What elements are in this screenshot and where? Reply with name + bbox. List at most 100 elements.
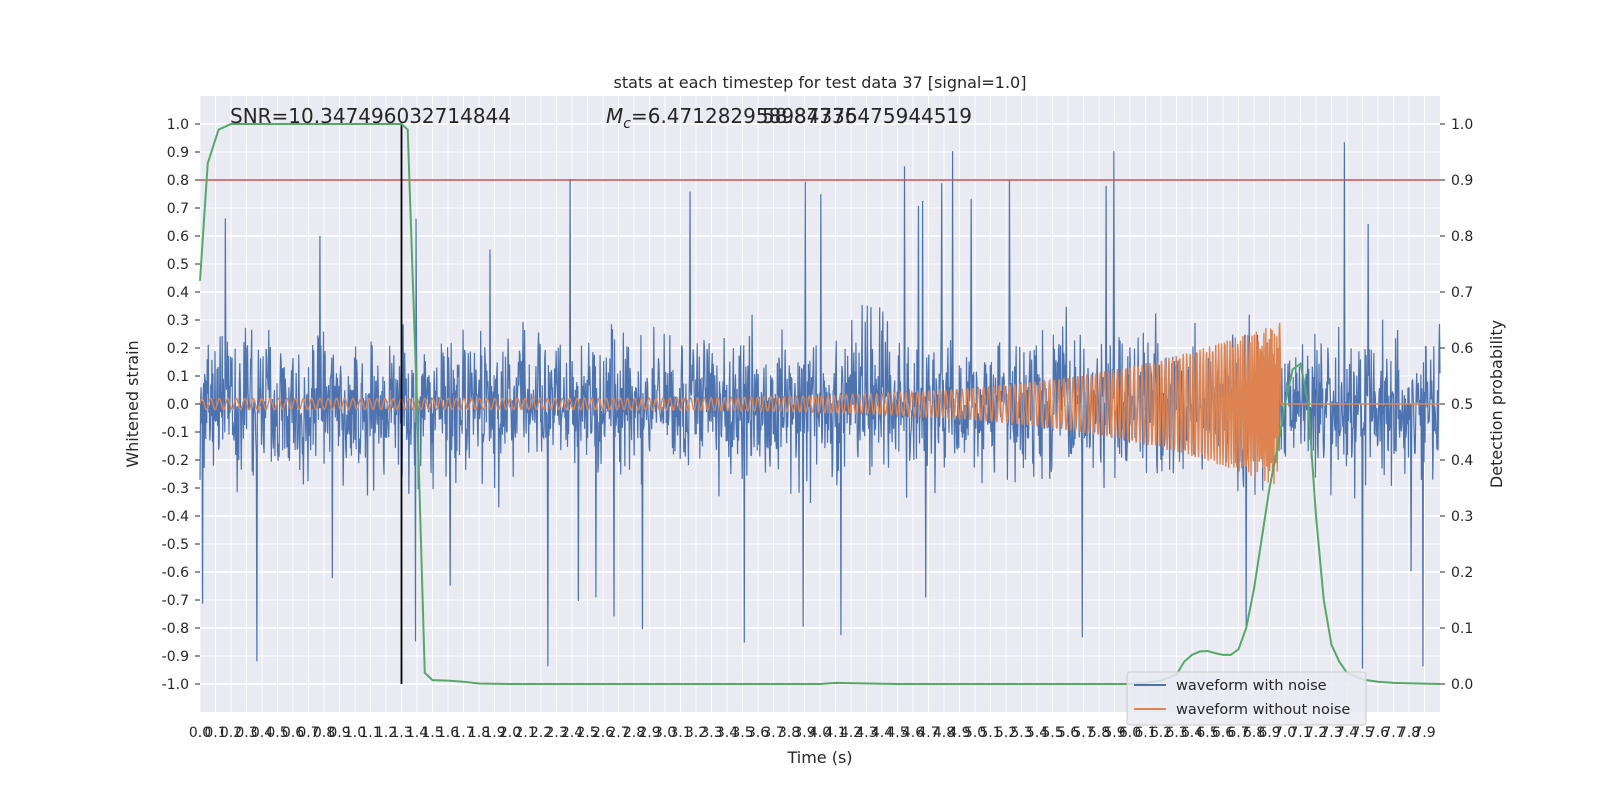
y-tick-label: 0.5 <box>167 257 189 273</box>
x-tick-label: 6.2 <box>1150 725 1172 741</box>
x-tick-label: 0.1 <box>204 725 226 741</box>
x-tick-label: 6.0 <box>1119 725 1141 741</box>
y2-tick-label: 0.7 <box>1451 285 1473 301</box>
x-axis-label: Time (s) <box>786 748 852 767</box>
x-tick-label: 7.6 <box>1367 725 1389 741</box>
x-tick-label: 1.9 <box>483 725 505 741</box>
y2-tick-label: 0.9 <box>1451 173 1473 189</box>
y2-tick-label: 0.0 <box>1451 677 1473 693</box>
x-tick-label: 0.7 <box>297 725 319 741</box>
x-tick-label: 7.0 <box>1274 725 1296 741</box>
x-tick-label: 1.5 <box>421 725 443 741</box>
x-tick-label: 3.6 <box>747 725 769 741</box>
x-tick-label: 0.5 <box>266 725 288 741</box>
snr-annotation: SNR=10.347496032714844 <box>230 104 511 128</box>
x-tick-label: 6.8 <box>1243 725 1265 741</box>
x-tick-label: 6.3 <box>1165 725 1187 741</box>
x-tick-label: 0.0 <box>189 725 211 741</box>
x-tick-label: 4.1 <box>824 725 846 741</box>
y-tick-label: 1.0 <box>167 117 189 133</box>
x-tick-label: 2.6 <box>592 725 614 741</box>
x-tick-label: 7.9 <box>1413 725 1435 741</box>
legend-box <box>1126 671 1367 726</box>
x-tick-label: 2.0 <box>499 725 521 741</box>
x-tick-label: 6.9 <box>1258 725 1280 741</box>
y-tick-label: -0.8 <box>162 621 189 637</box>
y-tick-label: -0.3 <box>162 481 189 497</box>
y2-tick-label: 0.4 <box>1451 453 1473 469</box>
y-tick-label: 0.4 <box>167 285 189 301</box>
x-tick-label: 1.8 <box>468 725 490 741</box>
y-tick-label: 0.8 <box>167 173 189 189</box>
chirp-trace <box>199 322 1440 485</box>
x-tick-label: 7.8 <box>1398 725 1420 741</box>
x-tick-label: 2.4 <box>561 725 583 741</box>
y-axis-ticks: -1.0 -0.9 -0.8 -0.7 -0.6 -0.5 -0.4 -0.3 -0.2 -0.1… <box>162 117 200 693</box>
y2-axis-label: Detection probability <box>1487 320 1506 488</box>
y2-tick-label: 0.5 <box>1451 397 1473 413</box>
legend-label-noise: waveform with noise <box>1176 678 1327 694</box>
chirp-mass-subscript: c <box>623 116 631 132</box>
y2-tick-label: 0.2 <box>1451 565 1473 581</box>
x-tick-label: 3.8 <box>778 725 800 741</box>
x-tick-label: 0.4 <box>251 725 273 741</box>
x-tick-label: 6.4 <box>1181 725 1203 741</box>
legend: waveform with noise waveform without noi… <box>1126 671 1367 726</box>
chirp-mass-symbol: M <box>606 104 623 128</box>
chirp-mass-value: =6.471282958984375 <box>631 104 858 128</box>
y-tick-label: 0.7 <box>167 201 189 217</box>
x-tick-label: 6.1 <box>1134 725 1156 741</box>
legend-label-clean: waveform without noise <box>1176 702 1350 718</box>
x-tick-label: 5.7 <box>1072 725 1094 741</box>
y-axis-label: Whitened strain <box>123 340 142 467</box>
x-tick-label: 7.1 <box>1289 725 1311 741</box>
x-tick-label: 0.3 <box>235 725 257 741</box>
x-tick-label: 2.8 <box>623 725 645 741</box>
y2-tick-label: 0.1 <box>1451 621 1473 637</box>
x-tick-label: 5.6 <box>1057 725 1079 741</box>
x-tick-label: 4.0 <box>809 725 831 741</box>
x-tick-label: 4.8 <box>933 725 955 741</box>
x-tick-label: 3.5 <box>731 725 753 741</box>
x-tick-label: 4.2 <box>840 725 862 741</box>
y2-tick-label: 1.0 <box>1451 117 1473 133</box>
x-tick-label: 2.3 <box>545 725 567 741</box>
x-tick-label: 1.3 <box>390 725 412 741</box>
y-tick-label: -0.9 <box>162 649 189 665</box>
y-tick-label: -0.2 <box>162 453 189 469</box>
x-tick-label: 3.9 <box>793 725 815 741</box>
x-tick-label: 6.5 <box>1196 725 1218 741</box>
y-tick-label: 0.6 <box>167 229 189 245</box>
series-waveform-without-noise <box>199 322 1440 485</box>
x-tick-label: 7.7 <box>1382 725 1404 741</box>
x-tick-label: 1.7 <box>452 725 474 741</box>
x-tick-label: 5.3 <box>1010 725 1032 741</box>
overlap-annotation: 58.87736475944519 <box>762 104 972 128</box>
x-tick-label: 4.7 <box>917 725 939 741</box>
x-tick-label: 7.3 <box>1320 725 1342 741</box>
y-tick-label: 0.9 <box>167 145 189 161</box>
y2-axis-ticks: 0.0 0.1 0.2 0.3 0.4 0.5 0.6 0.7 0.8 0.9 1.0 <box>1440 117 1473 693</box>
x-tick-label: 5.2 <box>995 725 1017 741</box>
chirp-mass-annotation: Mc=6.471282958984375 <box>606 104 858 132</box>
x-tick-label: 3.4 <box>716 725 738 741</box>
y-tick-label: 0.2 <box>167 341 189 357</box>
x-tick-label: 2.9 <box>638 725 660 741</box>
y2-tick-label: 0.3 <box>1451 509 1473 525</box>
y2-tick-label: 0.8 <box>1451 229 1473 245</box>
chart-title: stats at each timestep for test data 37 … <box>614 73 1027 92</box>
x-tick-label: 3.1 <box>669 725 691 741</box>
x-tick-label: 0.6 <box>282 725 304 741</box>
x-tick-label: 5.4 <box>1026 725 1048 741</box>
x-tick-label: 6.7 <box>1227 725 1249 741</box>
y-tick-label: 0.0 <box>167 397 189 413</box>
x-tick-label: 5.8 <box>1088 725 1110 741</box>
x-tick-label: 4.9 <box>948 725 970 741</box>
y-tick-label: -0.4 <box>162 509 189 525</box>
x-tick-label: 2.2 <box>530 725 552 741</box>
x-tick-label: 5.0 <box>964 725 986 741</box>
x-tick-label: 5.9 <box>1103 725 1125 741</box>
x-tick-label: 4.6 <box>902 725 924 741</box>
